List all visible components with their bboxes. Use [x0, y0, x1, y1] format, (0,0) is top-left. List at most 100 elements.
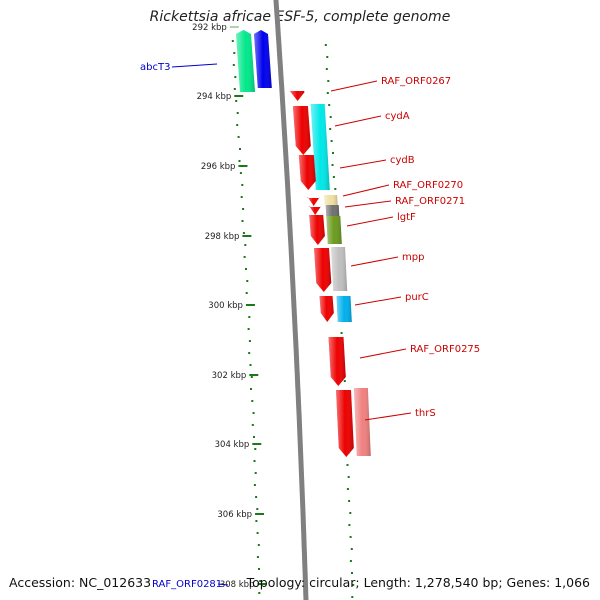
- label-leader-line: [346, 216, 394, 227]
- gene-label-cydB[interactable]: cydB: [390, 155, 415, 166]
- gc-dot: [348, 524, 351, 526]
- gc-dot: [239, 148, 241, 150]
- gene-label-RAF_ORF0281[interactable]: RAF_ORF0281: [152, 579, 222, 590]
- tick-label: 302 kbp: [212, 371, 247, 381]
- gc-dot: [232, 64, 235, 66]
- gc-dot: [254, 472, 257, 474]
- gene-shading: [307, 197, 320, 206]
- label-leader-line: [339, 159, 387, 169]
- gene-shading: [353, 388, 371, 456]
- gc-dot: [332, 152, 334, 154]
- position-ticks: 292 kbp 294 kbp 296 kbp 298 kbp 300 kbp 302 k…: [192, 23, 267, 590]
- tick-label: 300 kbp: [208, 301, 243, 311]
- gene-shading: [324, 195, 338, 205]
- gc-dot: [259, 580, 262, 582]
- gene-shading: [319, 296, 334, 322]
- gene-label-thrS[interactable]: thrS: [415, 408, 436, 419]
- gene-label-RAF_ORF0267[interactable]: RAF_ORF0267: [381, 76, 451, 87]
- gc-dot: [251, 400, 254, 402]
- gene-shading: [328, 337, 346, 386]
- tick-label: 296 kbp: [201, 162, 236, 172]
- gene-shading: [308, 206, 322, 215]
- gc-dot: [239, 172, 242, 174]
- gc-dot: [346, 488, 349, 490]
- gc-dot: [255, 520, 258, 522]
- tick-label: 304 kbp: [215, 440, 250, 450]
- gene-label-mpp[interactable]: mpp: [402, 252, 424, 263]
- gc-dot: [242, 232, 245, 234]
- gene-shading: [310, 104, 330, 190]
- gc-dot: [253, 460, 256, 462]
- gene-label-RAF_ORF0275[interactable]: RAF_ORF0275: [410, 344, 480, 355]
- gene-label-lgtF[interactable]: lgtF: [397, 212, 416, 223]
- gene-label-abcT3[interactable]: abcT3: [140, 62, 170, 73]
- gc-dot: [236, 112, 239, 114]
- gc-dot: [256, 556, 259, 558]
- gc-dot: [330, 140, 333, 142]
- map-title: Rickettsia africae ESF-5, complete genom…: [149, 9, 451, 25]
- gc-dot: [327, 80, 330, 82]
- gc-dot: [340, 332, 343, 334]
- gene-label-purC[interactable]: purC: [405, 292, 429, 303]
- gc-dot: [234, 76, 237, 78]
- tick-label: 308 kbp: [220, 580, 255, 590]
- gene-label-cydA[interactable]: cydA: [385, 111, 410, 122]
- gc-dot: [329, 116, 332, 118]
- gc-dot: [351, 596, 354, 598]
- gc-dot: [233, 88, 236, 90]
- gc-dot: [349, 560, 352, 562]
- gene-label-RAF_ORF0271[interactable]: RAF_ORF0271: [395, 196, 465, 207]
- label-leader-line: [217, 583, 229, 586]
- gene-shading: [336, 390, 354, 457]
- accession-text: Accession: NC_012633: [9, 575, 152, 590]
- gc-dot: [258, 592, 261, 594]
- gene-shading: [298, 155, 316, 190]
- label-leader-line: [359, 348, 407, 359]
- tick-label: 298 kbp: [205, 232, 240, 242]
- gc-dot: [324, 44, 327, 46]
- gene-shading: [326, 216, 342, 244]
- genome-backbone: [273, 0, 309, 600]
- gc-dot: [254, 448, 257, 450]
- gc-dot: [328, 104, 331, 106]
- gc-dot: [256, 508, 259, 510]
- gc-dot: [243, 256, 246, 258]
- gc-dot: [248, 316, 251, 318]
- gc-dot: [245, 268, 247, 270]
- gc-dot: [245, 292, 248, 294]
- label-leader-line: [334, 115, 382, 127]
- gene-shading: [309, 215, 325, 245]
- label-leader-line: [344, 200, 392, 208]
- gc-dot: [255, 496, 258, 498]
- label-leader-line: [342, 184, 390, 197]
- label-leader-line: [350, 256, 399, 267]
- gene-shading: [314, 248, 332, 292]
- gc-dot: [233, 52, 236, 54]
- gc-dot: [352, 584, 355, 586]
- gc-dot: [252, 412, 255, 414]
- gc-dot: [343, 380, 346, 382]
- gc-dot: [241, 184, 244, 186]
- gene-shading: [331, 247, 348, 291]
- gc-dot: [236, 124, 239, 126]
- label-leader-line: [330, 80, 378, 92]
- gene-label-RAF_ORF0270[interactable]: RAF_ORF0270: [393, 180, 463, 191]
- gc-dot: [256, 532, 259, 534]
- gc-dot: [347, 476, 350, 478]
- gc-dot: [331, 164, 334, 166]
- gc-dot: [332, 176, 335, 178]
- gc-dot: [241, 220, 244, 222]
- gc-dot: [247, 328, 250, 330]
- tick-label: 292 kbp: [192, 23, 227, 33]
- gc-dot: [235, 100, 238, 102]
- label-leader-line: [171, 63, 218, 68]
- gc-dot: [351, 572, 353, 574]
- gc-dot: [253, 484, 256, 486]
- gc-dot: [250, 376, 253, 378]
- gc-dot: [350, 548, 353, 550]
- gc-dot: [231, 40, 234, 42]
- gc-dot: [237, 136, 240, 138]
- gc-dot: [258, 568, 260, 570]
- gc-dot: [248, 352, 251, 354]
- gc-dot: [246, 280, 249, 282]
